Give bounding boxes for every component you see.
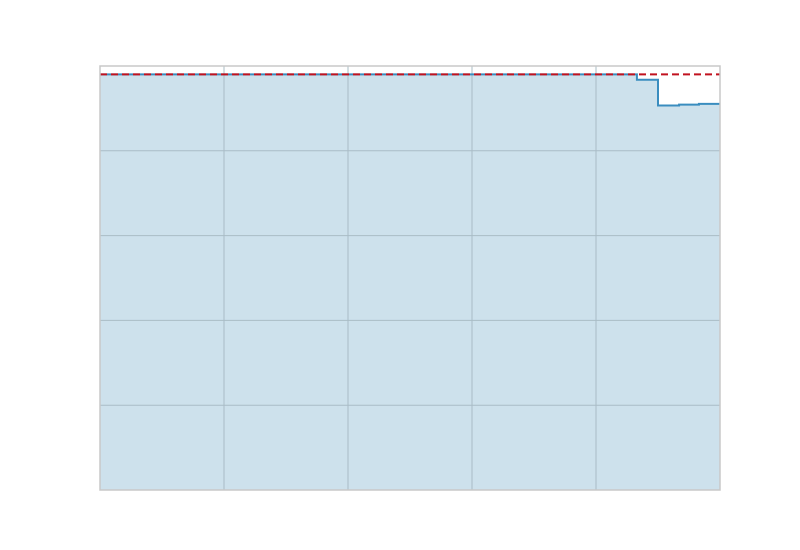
- series-step-line: [100, 73, 720, 107]
- grid-lines: [100, 66, 720, 490]
- area-fill: [100, 74, 720, 491]
- plot-area: [99, 65, 721, 491]
- plot-frame: [99, 65, 721, 491]
